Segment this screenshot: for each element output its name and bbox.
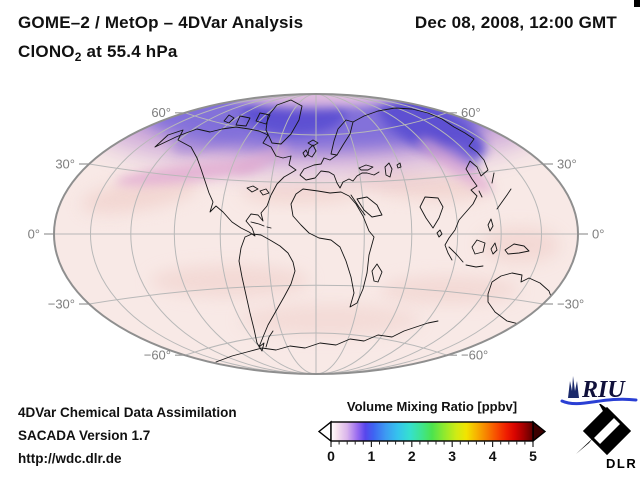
species-subscript: 2 <box>74 50 82 64</box>
colorbar-svg <box>317 420 547 447</box>
riu-wave-icon <box>560 397 638 406</box>
riu-logo-svg: RIU <box>560 376 638 406</box>
colorbar-right-arrow <box>532 420 547 443</box>
colorbar-minor-ticks <box>338 441 526 445</box>
pressure-level: at 55.4 hPa <box>81 42 178 61</box>
dlr-logo-svg: DLR <box>576 402 637 471</box>
coastlines <box>154 99 559 363</box>
latitude-ticks <box>44 112 588 356</box>
map-boundary <box>53 93 579 375</box>
species-level-title: ClONO2 at 55.4 hPa <box>18 42 178 64</box>
footer-line-version: SACADA Version 1.7 <box>18 428 151 443</box>
riu-cathedral-icon <box>568 376 579 398</box>
mixing-ratio-field <box>54 94 578 374</box>
lat-label-30n-left: 30° <box>55 157 75 172</box>
latitude-labels: 60° 30° 0° −30° −60° 60° 30° 0° −30° −60… <box>28 105 605 363</box>
colorbar-gradient-bar <box>330 421 534 442</box>
colorbar-tick-3: 3 <box>448 448 457 464</box>
dlr-logo-text: DLR <box>606 456 637 471</box>
lat-label-0-right: 0° <box>592 227 604 242</box>
colorbar-tick-4: 4 <box>488 448 497 464</box>
lat-label-60s-left: −60° <box>144 348 171 363</box>
lat-label-60s-right: −60° <box>461 348 488 363</box>
dlr-logo: DLR <box>570 402 640 476</box>
world-map: 60° 30° 0° −30° −60° 60° 30° 0° −30° −60… <box>0 85 640 385</box>
colorbar-major-ticks <box>330 441 534 447</box>
graticule <box>54 94 578 374</box>
species-name: ClONO <box>18 42 75 61</box>
colorbar-tick-1: 1 <box>367 448 376 464</box>
lat-label-30s-right: −30° <box>557 297 584 312</box>
colorbar-tick-2: 2 <box>407 448 416 464</box>
riu-logo: RIU <box>558 371 638 409</box>
lat-label-60n-left: 60° <box>151 105 171 120</box>
analysis-datetime: Dec 08, 2008, 12:00 GMT <box>414 13 617 32</box>
lat-label-30s-left: −30° <box>48 297 75 312</box>
page-title: GOME–2 / MetOp – 4DVar Analysis <box>18 13 304 32</box>
colorbar-left-arrow <box>317 420 332 443</box>
lat-label-30n-right: 30° <box>557 157 577 172</box>
dlr-emblem-icon <box>576 402 632 456</box>
footer-info: 4DVar Chemical Data Assimilation SACADA … <box>18 401 237 470</box>
colorbar-title: Volume Mixing Ratio [ppbv] <box>346 399 518 414</box>
colorbar-tick-0: 0 <box>327 448 335 464</box>
footer-line-assimilation: 4DVar Chemical Data Assimilation <box>18 405 237 420</box>
footer-line-url: http://wdc.dlr.de <box>18 451 122 466</box>
corner-artifact <box>634 0 640 7</box>
lat-label-0-left: 0° <box>28 227 40 242</box>
colorbar: Volume Mixing Ratio [ppbv] 0 1 2 3 4 5 <box>312 399 552 479</box>
lat-label-60n-right: 60° <box>461 105 481 120</box>
colorbar-tick-5: 5 <box>529 448 537 464</box>
map-svg: 60° 30° 0° −30° −60° 60° 30° 0° −30° −60… <box>28 93 605 375</box>
